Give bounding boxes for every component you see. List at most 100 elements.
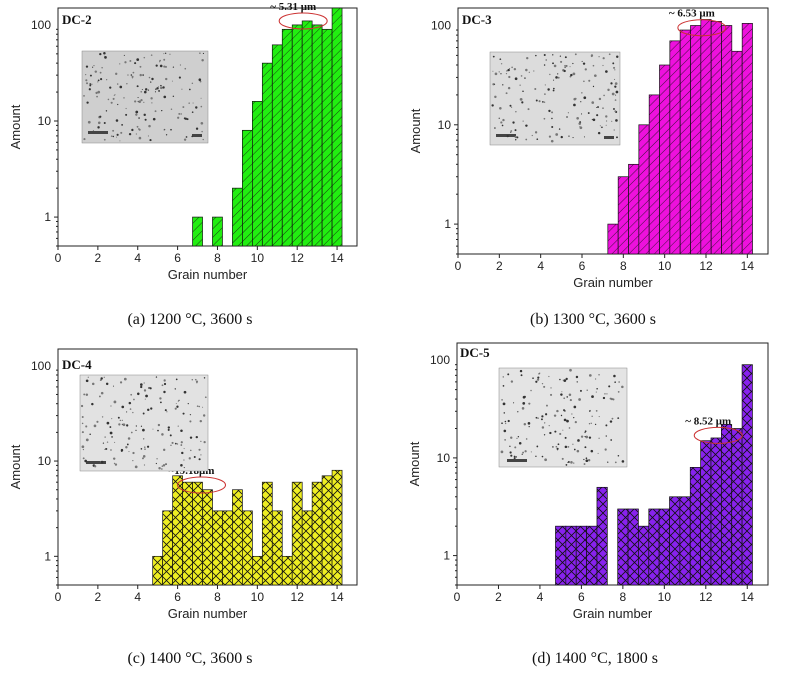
bar [212,510,223,586]
bar [182,481,193,586]
bar [281,28,293,247]
x-tick-label: 8 [214,590,221,604]
panel-b: 0 2 4 6 8 10 12 14 1 10 100 Grain number Amount ~ 6.5… [408,7,769,328]
x-tick-label: 14 [330,590,344,604]
bar [242,129,253,247]
panel-b-plot: 0 2 4 6 8 10 12 14 1 10 100 Grain number Amount ~ 6.5… [408,7,769,290]
peak-ellipse [177,476,227,494]
bar [152,555,164,586]
bar [607,223,619,255]
x-tick-label: 10 [251,590,265,604]
bar [741,364,753,586]
y-tick-label: 1 [44,549,51,563]
x-tick-label: 0 [55,251,62,265]
bar [731,428,743,586]
bar [690,25,702,255]
bar [700,19,712,255]
y-tick-label: 1 [443,549,450,563]
bar [192,481,203,586]
bar [301,510,313,586]
peak-ellipse [677,19,727,37]
y-tick-label: 1 [444,217,451,231]
x-tick-label: 12 [291,251,305,265]
y-tick-label: 10 [437,451,451,465]
bar [242,510,253,586]
bar [617,176,629,255]
x-tick-label: 2 [95,251,102,265]
peak-ellipse [278,12,328,30]
y-tick-label: 10 [38,114,52,128]
bar [669,40,681,255]
bar [628,163,640,255]
panel-d-micrograph [498,367,628,468]
bar [311,481,323,586]
bar [281,555,293,586]
bar [311,24,323,247]
peak-ellipse [693,426,743,444]
bar [710,21,722,255]
bar [565,525,577,586]
bar [301,20,313,247]
bar [659,64,671,255]
panel-b-caption: (b) 1300 °C, 3600 s [530,311,656,328]
panel-d-plot: 0 2 4 6 8 10 12 14 1 10 100 Grain number Amount ~ 8.5… [407,342,769,621]
y-tick-label: 100 [431,18,451,32]
bar [202,489,213,586]
x-axis-title: Grain number [573,275,653,290]
x-tick-label: 12 [699,259,713,273]
bar [710,437,722,586]
x-tick-label: 8 [214,251,221,265]
bar [555,525,567,586]
bar [617,508,629,586]
bar [261,481,273,586]
bar [627,508,639,586]
bar [648,94,660,255]
bar [222,510,233,586]
bar [271,44,283,247]
y-axis-title: Amount [408,108,423,153]
x-tick-label: 6 [579,259,586,273]
x-tick-label: 10 [658,590,672,604]
bar [331,7,343,247]
panel-a-plot: 0 2 4 6 8 10 12 14 1 10 100 Grain number Amount ~ 5.3… [8,1,358,282]
bar [669,496,681,586]
bar [679,496,691,586]
bar [291,24,303,247]
y-tick-label: 100 [31,18,51,32]
peak-annotation: ~ 8.52 μm [685,415,731,427]
bar [638,124,650,255]
bar [291,481,303,586]
bar [720,424,733,586]
bar [162,510,173,586]
x-tick-label: 0 [454,590,461,604]
y-tick-label: 10 [38,454,52,468]
bar [232,187,243,247]
panel-c-caption: (c) 1400 °C, 3600 s [127,650,252,667]
bar [331,469,343,586]
panel-d-caption: (d) 1400 °C, 1800 s [532,650,658,667]
x-axis-title: Grain number [573,606,653,621]
x-tick-label: 0 [455,259,462,273]
x-tick-label: 4 [537,590,544,604]
x-tick-label: 12 [699,590,713,604]
panel-c-micrograph [79,374,209,472]
bar [192,216,203,247]
bar [321,28,333,247]
bar [638,525,650,586]
x-tick-label: 2 [495,590,502,604]
bar [575,525,587,586]
y-tick-label: 100 [430,353,450,367]
bar [586,525,598,586]
x-axis-title: Grain number [168,267,248,282]
x-tick-label: 4 [134,590,141,604]
x-tick-label: 10 [658,259,672,273]
x-tick-label: 0 [55,590,62,604]
x-tick-label: 6 [578,590,585,604]
panel-d: 0 2 4 6 8 10 12 14 1 10 100 Grain number Amount ~ 8.5… [407,342,769,667]
y-tick-label: 100 [31,359,51,373]
bar [679,29,691,255]
x-tick-label: 8 [620,259,627,273]
panel-b-sample-label: DC-3 [462,12,492,27]
panel-a: 0 2 4 6 8 10 12 14 1 10 100 Grain number Amount ~ 5.3… [8,1,358,328]
